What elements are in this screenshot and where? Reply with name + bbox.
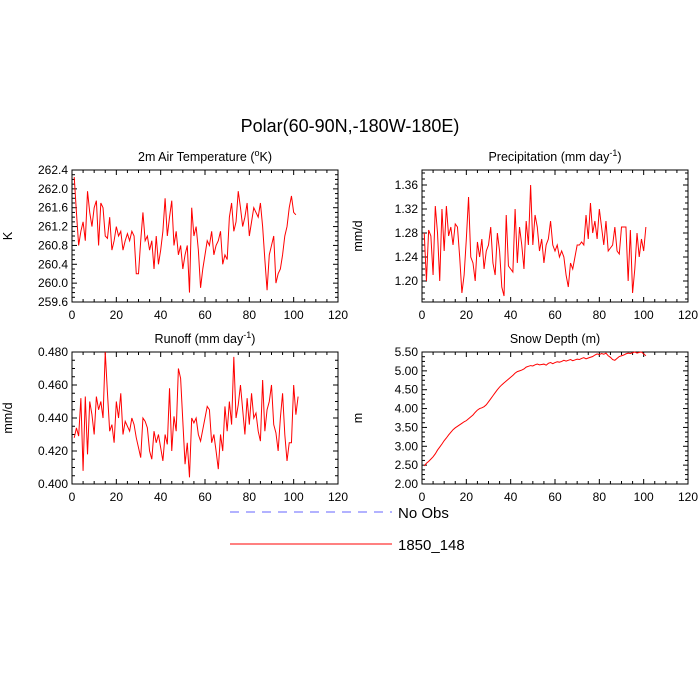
y-tick-label: 259.6: [38, 295, 68, 309]
panel-title-text: 2m Air Temperature (: [138, 150, 255, 164]
x-tick-label: 0: [419, 490, 426, 504]
x-tick-label: 40: [154, 308, 168, 322]
y-tick-label: 262.4: [38, 163, 68, 177]
x-tick-label: 120: [328, 308, 348, 322]
y-tick-label: 0.460: [38, 378, 68, 392]
y-tick-label: 4.50: [395, 383, 419, 397]
y-tick-label: 1.20: [395, 274, 419, 288]
x-tick-label: 120: [678, 308, 698, 322]
panel-title-snow-depth: Snow Depth (m): [510, 332, 600, 346]
panel-title-air-temperature: 2m Air Temperature (oK): [138, 148, 272, 164]
y-axis-label-runoff: mm/d: [1, 402, 15, 433]
x-tick-label: 80: [243, 308, 257, 322]
y-tick-label: 260.4: [38, 257, 68, 271]
panel-title-runoff: Runoff (mm day-1): [155, 330, 256, 346]
y-axis-label-snow-depth: m: [351, 413, 365, 423]
y-tick-label: 0.480: [38, 345, 68, 359]
y-tick-label: 2.00: [395, 477, 419, 491]
y-tick-label: 262.0: [38, 182, 68, 196]
y-tick-label: 261.6: [38, 201, 68, 215]
y-tick-label: 5.50: [395, 345, 419, 359]
y-axis-label-air-temperature: K: [1, 231, 15, 240]
y-tick-label: 2.50: [395, 458, 419, 472]
panel-precipitation: Precipitation (mm day-1) mm/d 0 20 40 60 80 100…: [351, 148, 698, 322]
panels: 2m Air Temperature (oK) K 0 20 40 60 80 100 120 2…: [1, 148, 698, 504]
panel-snow-depth: Snow Depth (m) m 0 20 40 60 80 100 120 2.00 2.50 3.…: [351, 332, 698, 504]
panel-title-superscript: o: [254, 148, 259, 158]
panel-title-text: Snow Depth (m): [510, 332, 600, 346]
x-tick-label: 100: [634, 308, 654, 322]
y-tick-label: 260.8: [38, 238, 68, 252]
panel-title-text: Runoff (mm day: [155, 332, 244, 346]
x-tick-label: 40: [504, 308, 518, 322]
panel-title-tail: ): [617, 150, 621, 164]
x-tick-label: 0: [419, 308, 426, 322]
plot-frame-snow-depth: [421, 351, 689, 485]
y-tick-label: 0.400: [38, 477, 68, 491]
x-tick-label: 80: [593, 490, 607, 504]
y-tick-label: 260.0: [38, 276, 68, 290]
panel-runoff: Runoff (mm day-1) mm/d 0 20 40 60 80 100 120 0.40…: [1, 330, 348, 504]
figure-title: Polar(60-90N,-180W-180E): [241, 116, 460, 136]
legend-label-1850-148: 1850_148: [398, 537, 465, 554]
x-tick-label: 80: [243, 490, 257, 504]
series-line-snow-depth: [423, 351, 647, 467]
series-line-precipitation: [423, 184, 647, 297]
plot-frame-air-temperature: [71, 169, 339, 303]
x-tick-label: 40: [154, 490, 168, 504]
y-tick-label: 0.440: [38, 411, 68, 425]
y-tick-label: 1.36: [395, 178, 419, 192]
panel-title-superscript: -1: [243, 330, 251, 340]
panel-title-tail: K): [260, 150, 273, 164]
x-tick-label: 100: [284, 308, 304, 322]
panel-title-tail: ): [251, 332, 255, 346]
x-tick-label: 20: [460, 490, 474, 504]
panel-air-temperature: 2m Air Temperature (oK) K 0 20 40 60 80 100 120 2…: [1, 148, 348, 322]
y-tick-label: 5.00: [395, 364, 419, 378]
y-tick-label: 3.00: [395, 439, 419, 453]
y-axis-label-precipitation: mm/d: [351, 220, 365, 251]
x-tick-label: 120: [678, 490, 698, 504]
panel-title-text: Precipitation (mm day: [488, 150, 610, 164]
x-tick-label: 60: [548, 490, 562, 504]
x-tick-label: 60: [548, 308, 562, 322]
y-tick-label: 1.28: [395, 226, 419, 240]
panel-title-precipitation: Precipitation (mm day-1): [488, 148, 621, 164]
x-tick-label: 40: [504, 490, 518, 504]
series-line-runoff: [73, 351, 299, 478]
y-tick-label: 0.420: [38, 444, 68, 458]
series-line-air-temperature: [73, 177, 297, 293]
panel-title-superscript: -1: [609, 148, 617, 158]
legend: No Obs 1850_148: [230, 505, 465, 554]
x-tick-label: 100: [284, 490, 304, 504]
y-tick-label: 1.32: [395, 202, 419, 216]
legend-label-no-obs: No Obs: [398, 505, 449, 522]
x-tick-label: 120: [328, 490, 348, 504]
x-tick-label: 60: [198, 490, 212, 504]
y-tick-label: 4.00: [395, 402, 419, 416]
x-tick-label: 20: [460, 308, 474, 322]
x-tick-label: 100: [634, 490, 654, 504]
x-tick-label: 0: [69, 308, 76, 322]
plot-frame-precipitation: [421, 169, 689, 303]
x-tick-label: 0: [69, 490, 76, 504]
x-tick-label: 60: [198, 308, 212, 322]
y-tick-label: 3.50: [395, 420, 419, 434]
x-tick-label: 20: [110, 490, 124, 504]
y-tick-label: 261.2: [38, 220, 68, 234]
x-tick-label: 80: [593, 308, 607, 322]
y-tick-label: 1.24: [395, 250, 419, 264]
x-tick-label: 20: [110, 308, 124, 322]
